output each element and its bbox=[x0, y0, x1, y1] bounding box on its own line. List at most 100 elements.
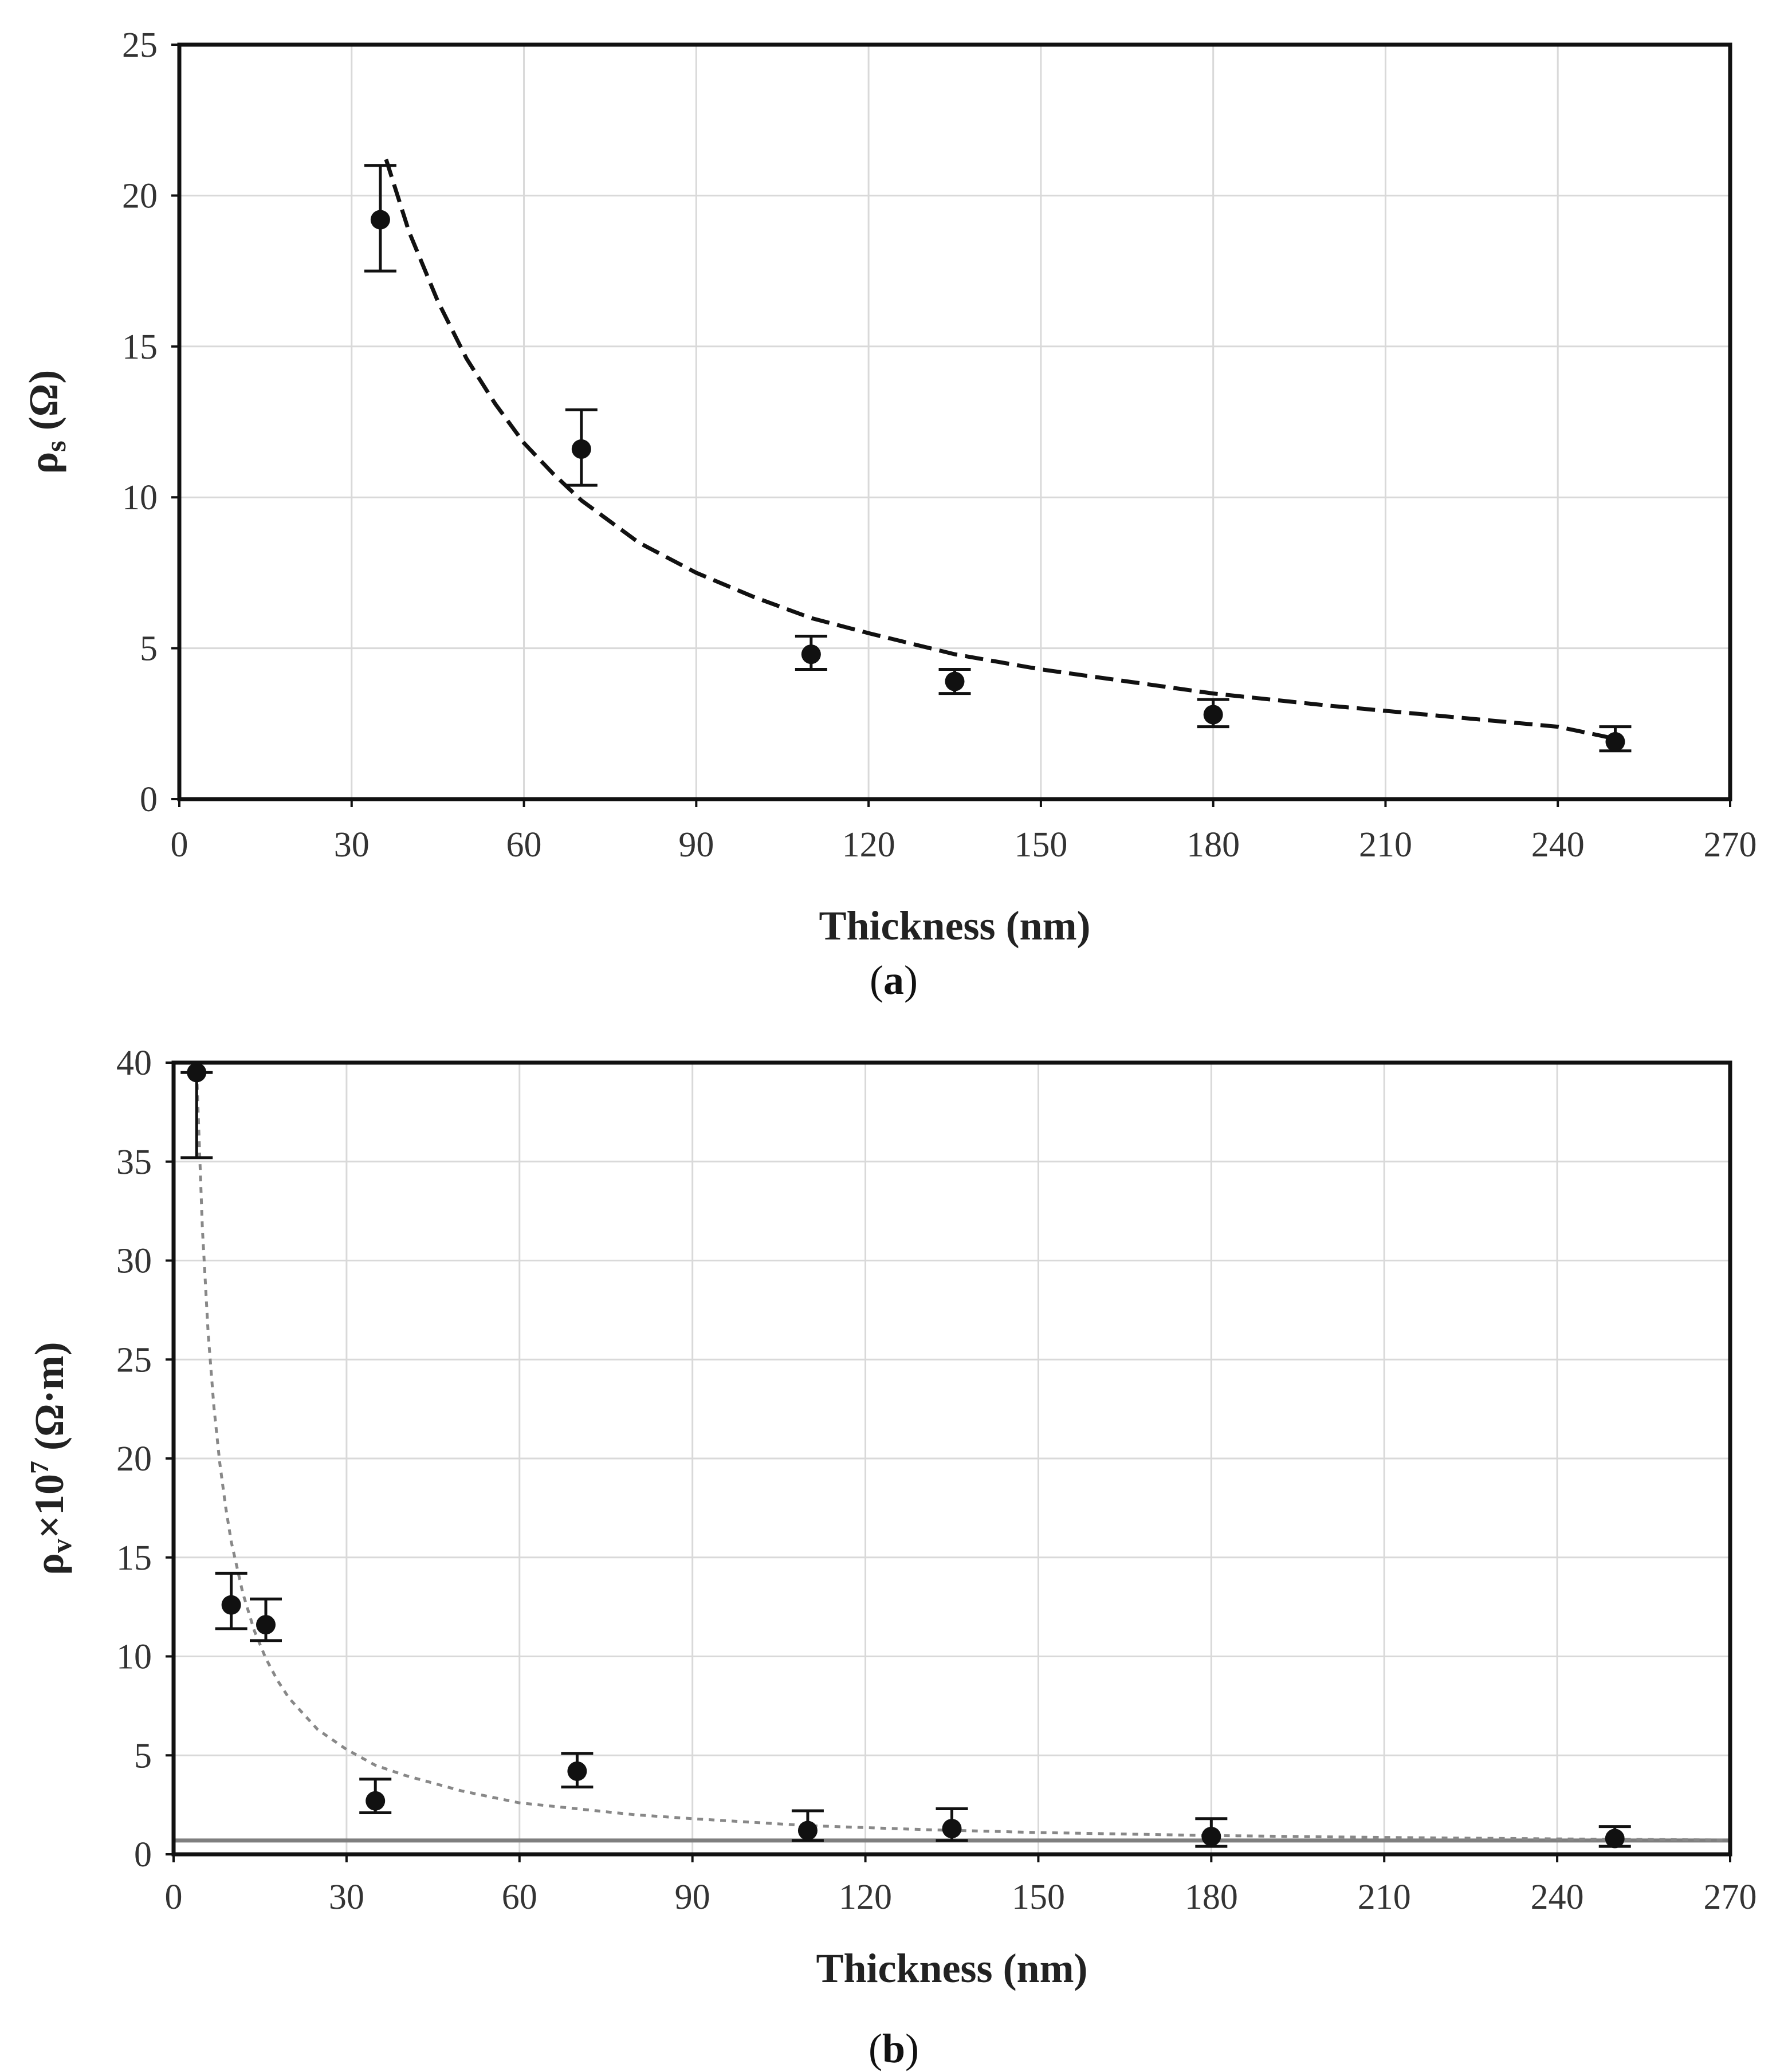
y-tick-label: 5 bbox=[140, 630, 158, 669]
x-tick-label: 60 bbox=[502, 1878, 537, 1917]
x-tick-label: 120 bbox=[842, 825, 895, 864]
y-axis-label-b-exponent: 7 bbox=[25, 1461, 54, 1474]
marker bbox=[942, 1819, 962, 1839]
x-tick-label: 240 bbox=[1531, 1878, 1584, 1917]
caption-a-open: ( bbox=[870, 957, 883, 1003]
marker bbox=[945, 671, 965, 691]
y-tick-labels-a: 0 5 10 15 20 25 bbox=[122, 26, 179, 819]
data-point-b-0 bbox=[180, 1063, 213, 1159]
data-point-b-8 bbox=[1598, 1825, 1631, 1849]
x-axis-label-a: Thickness (nm) bbox=[819, 903, 1090, 949]
data-point-b-4 bbox=[561, 1752, 594, 1789]
marker bbox=[1605, 732, 1625, 752]
marker bbox=[1203, 705, 1223, 725]
y-tick-labels-b: 0 5 10 15 20 25 30 35 40 bbox=[116, 1044, 174, 1874]
y-tick-label: 20 bbox=[116, 1440, 152, 1479]
y-tick-label: 0 bbox=[140, 780, 158, 819]
fit-line-b bbox=[195, 1072, 1731, 1842]
data-point-a-3 bbox=[938, 667, 971, 695]
y-tick-label: 30 bbox=[116, 1242, 152, 1281]
data-point-b-1 bbox=[215, 1571, 247, 1630]
x-tick-label: 180 bbox=[1185, 1878, 1238, 1917]
marker bbox=[801, 644, 821, 665]
y-axis-label-a-unit: (Ω) bbox=[21, 370, 66, 441]
marker bbox=[221, 1595, 241, 1615]
marker bbox=[366, 1791, 386, 1811]
caption-a: (a) bbox=[870, 957, 918, 1003]
data-point-a-4 bbox=[1197, 698, 1229, 729]
marker bbox=[1201, 1826, 1221, 1846]
caption-b: (b) bbox=[869, 2026, 919, 2071]
caption-b-close: ) bbox=[905, 2026, 919, 2071]
y-axis-label-b-multiplier: ×10 bbox=[26, 1474, 72, 1539]
y-axis-label-b-symbol: ρ bbox=[26, 1553, 72, 1575]
x-tick-label: 270 bbox=[1704, 1878, 1757, 1917]
x-tick-label: 60 bbox=[506, 825, 542, 864]
x-tick-label: 210 bbox=[1359, 825, 1412, 864]
caption-a-letter: a bbox=[883, 957, 904, 1003]
x-tick-label: 180 bbox=[1186, 825, 1240, 864]
data-point-a-5 bbox=[1599, 725, 1632, 753]
plot-frame-a bbox=[177, 42, 1732, 801]
data-point-b-7 bbox=[1195, 1817, 1228, 1848]
y-axis-label-b-subscript: v bbox=[45, 1539, 77, 1553]
x-tick-label: 90 bbox=[675, 1878, 710, 1917]
fit-curve-b bbox=[195, 1072, 1731, 1842]
y-tick-label: 35 bbox=[116, 1143, 152, 1182]
caption-a-close: ) bbox=[904, 957, 918, 1003]
x-tick-label: 240 bbox=[1531, 825, 1585, 864]
marker bbox=[571, 439, 591, 459]
data-point-b-5 bbox=[791, 1809, 824, 1842]
x-tick-label: 90 bbox=[678, 825, 714, 864]
x-axis-label-b: Thickness (nm) bbox=[816, 1945, 1087, 1991]
grid-a bbox=[179, 45, 1730, 799]
data-point-a-0 bbox=[364, 164, 396, 273]
y-tick-label: 0 bbox=[134, 1835, 152, 1874]
data-point-b-6 bbox=[936, 1807, 968, 1842]
y-tick-label: 25 bbox=[116, 1340, 152, 1379]
data-points-b bbox=[180, 1063, 1631, 1849]
marker bbox=[567, 1761, 587, 1781]
chart-panel-b: 0 30 60 90 120 150 180 210 240 270 0 5 10 15 20 25 30 35… bbox=[25, 1044, 1757, 2071]
x-tick-label: 210 bbox=[1358, 1878, 1411, 1917]
data-point-a-2 bbox=[795, 635, 827, 671]
x-tick-label: 30 bbox=[329, 1878, 364, 1917]
marker bbox=[256, 1615, 276, 1635]
chart-panel-a: 0 30 60 90 120 150 180 210 240 270 0 5 10 15 20 25 Thi… bbox=[21, 26, 1757, 1003]
data-point-b-2 bbox=[250, 1597, 282, 1642]
y-tick-label: 10 bbox=[116, 1638, 152, 1677]
x-tick-label: 0 bbox=[165, 1878, 183, 1917]
x-tick-label: 270 bbox=[1704, 825, 1757, 864]
x-tick-label: 0 bbox=[171, 825, 188, 864]
data-point-a-1 bbox=[565, 408, 598, 487]
y-axis-label-a-symbol: ρ bbox=[21, 452, 66, 474]
y-axis-label-a-subscript: s bbox=[40, 441, 72, 451]
x-tick-label: 150 bbox=[1014, 825, 1067, 864]
y-tick-label: 25 bbox=[122, 26, 158, 65]
fit-line-a bbox=[384, 159, 1616, 741]
y-tick-label: 15 bbox=[122, 328, 158, 367]
caption-b-open: ( bbox=[869, 2026, 882, 2071]
marker bbox=[370, 210, 390, 230]
fit-curve-a bbox=[384, 159, 1616, 741]
y-axis-label-b: ρv×107 (Ω·m) bbox=[25, 1342, 77, 1575]
x-tick-label: 150 bbox=[1012, 1878, 1065, 1917]
data-points-a bbox=[364, 164, 1632, 753]
y-axis-label-a: ρs (Ω) bbox=[21, 370, 72, 474]
x-tick-labels-a: 0 30 60 90 120 150 180 210 240 270 bbox=[171, 799, 1757, 864]
error-bar bbox=[180, 1071, 213, 1159]
grid-b bbox=[174, 1063, 1730, 1854]
caption-b-letter: b bbox=[882, 2026, 905, 2071]
marker bbox=[1605, 1829, 1625, 1849]
data-point-b-3 bbox=[359, 1778, 392, 1814]
y-tick-label: 40 bbox=[116, 1044, 152, 1083]
y-axis-label-b-unit: (Ω·m) bbox=[26, 1342, 72, 1461]
marker bbox=[187, 1063, 207, 1083]
y-tick-label: 5 bbox=[134, 1736, 152, 1775]
x-tick-label: 120 bbox=[839, 1878, 892, 1917]
marker bbox=[797, 1821, 818, 1841]
y-tick-label: 15 bbox=[116, 1539, 152, 1578]
x-tick-labels-b: 0 30 60 90 120 150 180 210 240 270 bbox=[165, 1854, 1757, 1917]
y-tick-label: 10 bbox=[122, 478, 158, 517]
